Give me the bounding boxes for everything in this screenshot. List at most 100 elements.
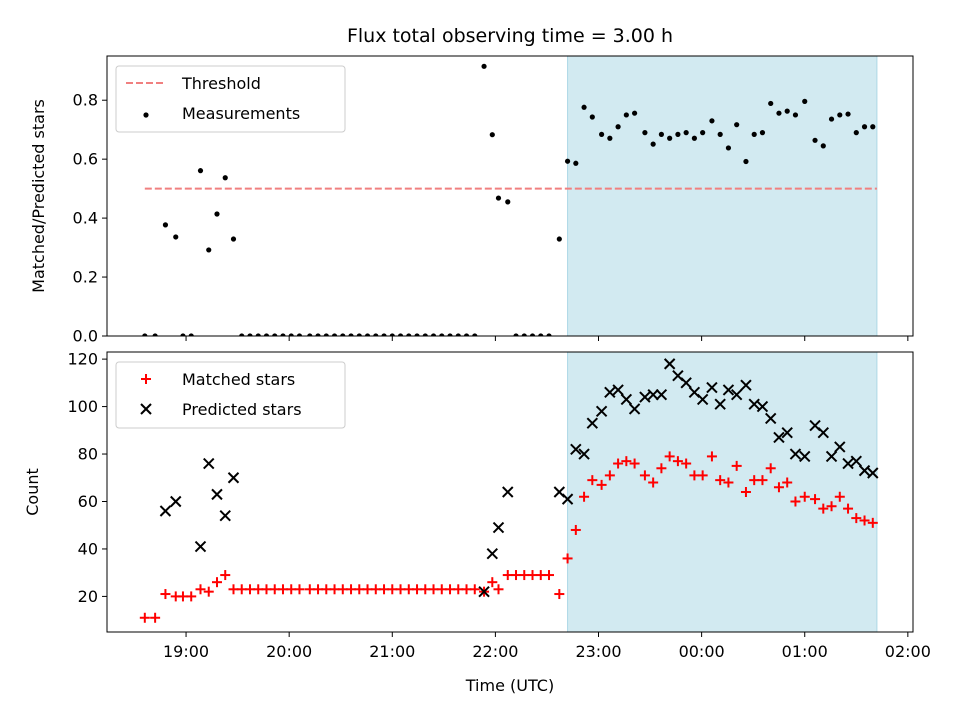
matched-star-point xyxy=(834,491,845,502)
predicted-star-point xyxy=(850,455,862,467)
matched-star-point xyxy=(596,479,607,490)
predicted-star-point xyxy=(170,495,182,508)
x-tick-label: 21:00 xyxy=(369,642,415,661)
matched-star-point xyxy=(731,460,742,471)
matched-star-point xyxy=(672,456,683,467)
measurement-point xyxy=(792,112,799,118)
measurement-point xyxy=(853,130,859,136)
measurement-point xyxy=(607,135,613,141)
matched-star-point xyxy=(810,494,821,505)
matched-star-point xyxy=(570,524,581,535)
measurement-point xyxy=(658,131,665,137)
matched-star-point xyxy=(706,451,717,462)
predicted-star-point xyxy=(586,417,599,429)
measurement-point xyxy=(845,111,851,117)
predicted-star-point xyxy=(799,450,811,463)
matched-star-point xyxy=(186,591,197,602)
measurement-point xyxy=(373,333,379,336)
measurement-point xyxy=(828,116,835,122)
measurement-point xyxy=(700,130,706,136)
measurement-point xyxy=(280,333,286,336)
top-y-axis-label: Matched/Predicted stars xyxy=(29,99,48,293)
measurement-point xyxy=(389,333,395,336)
measurement-point xyxy=(152,333,158,336)
measurement-point xyxy=(247,333,253,336)
predicted-star-point xyxy=(842,457,854,470)
predicted-star-point xyxy=(628,403,641,415)
measurement-point xyxy=(581,104,587,110)
x-tick-label: 23:00 xyxy=(575,642,621,661)
predicted-star-point xyxy=(825,450,838,463)
measurement-point xyxy=(768,100,774,107)
predicted-star-point xyxy=(867,467,879,479)
y-tick-label: 100 xyxy=(67,397,98,416)
predicted-star-point xyxy=(680,377,692,389)
matched-star-point xyxy=(664,451,675,462)
predicted-star-point xyxy=(604,386,616,399)
predicted-star-point xyxy=(578,448,590,460)
predicted-star-point xyxy=(211,488,223,501)
y-tick-label: 0.8 xyxy=(73,91,98,110)
measurement-point xyxy=(642,130,648,136)
matched-star-point xyxy=(579,491,590,502)
legend: Threshold Measurements xyxy=(115,65,346,133)
measurement-point xyxy=(675,131,681,137)
matched-star-point xyxy=(203,586,214,597)
measurement-point xyxy=(861,124,868,130)
measurement-point xyxy=(439,333,445,336)
measurement-point xyxy=(667,135,673,141)
legend-box xyxy=(115,65,346,133)
matched-star-point xyxy=(562,553,573,564)
predicted-star-point xyxy=(478,585,490,598)
predicted-star-point xyxy=(595,405,608,418)
predicted-star-point xyxy=(227,472,240,484)
matched-star-point xyxy=(604,470,615,481)
matched-star-point xyxy=(544,570,555,581)
matched-star-point xyxy=(765,463,776,474)
measurement-point xyxy=(222,175,228,181)
matched-star-point xyxy=(160,589,171,600)
measurement-point xyxy=(356,333,362,336)
measurement-point xyxy=(546,333,552,336)
predicted-star-point xyxy=(756,400,769,413)
measurement-point xyxy=(631,110,638,116)
y-tick-label: 0.0 xyxy=(73,327,98,346)
measurement-point xyxy=(206,247,212,253)
measurement-point xyxy=(725,145,732,151)
predicted-star-point xyxy=(858,464,871,477)
measurement-point xyxy=(142,333,148,336)
predicted-star-point xyxy=(706,381,718,394)
measurement-point xyxy=(513,333,519,336)
matched-star-point xyxy=(629,458,640,469)
measurement-point xyxy=(472,333,478,336)
predicted-star-point xyxy=(730,389,743,401)
measurement-point xyxy=(214,211,220,217)
measurement-point xyxy=(255,333,261,336)
matched-star-point xyxy=(294,584,305,595)
plot-frame xyxy=(106,351,914,633)
predicted-star-point xyxy=(203,457,215,470)
measurement-point xyxy=(691,135,698,141)
measurement-point xyxy=(197,168,204,174)
legend-label: Measurements xyxy=(182,104,300,123)
y-tick-label: 0.6 xyxy=(73,150,98,169)
bottom-y-axis-label: Count xyxy=(23,468,42,516)
matched-star-point xyxy=(697,470,708,481)
measurement-point xyxy=(870,124,876,130)
predicted-star-point xyxy=(570,443,582,455)
matched-star-point xyxy=(715,475,726,486)
predicted-star-point xyxy=(722,384,735,396)
predicted-star-point xyxy=(789,448,802,460)
measurement-point xyxy=(837,112,843,118)
plot-frame xyxy=(106,55,914,337)
measurement-point xyxy=(414,333,420,336)
measurement-point xyxy=(802,98,808,104)
measurement-point xyxy=(505,199,511,205)
measurement-point xyxy=(263,333,270,336)
legend-label: Predicted stars xyxy=(182,400,302,419)
predicted-star-point xyxy=(502,486,514,498)
measurement-point xyxy=(239,333,245,336)
measurement-point xyxy=(495,195,502,201)
predicted-star-point xyxy=(748,398,760,410)
y-tick-label: 0.2 xyxy=(73,268,98,287)
